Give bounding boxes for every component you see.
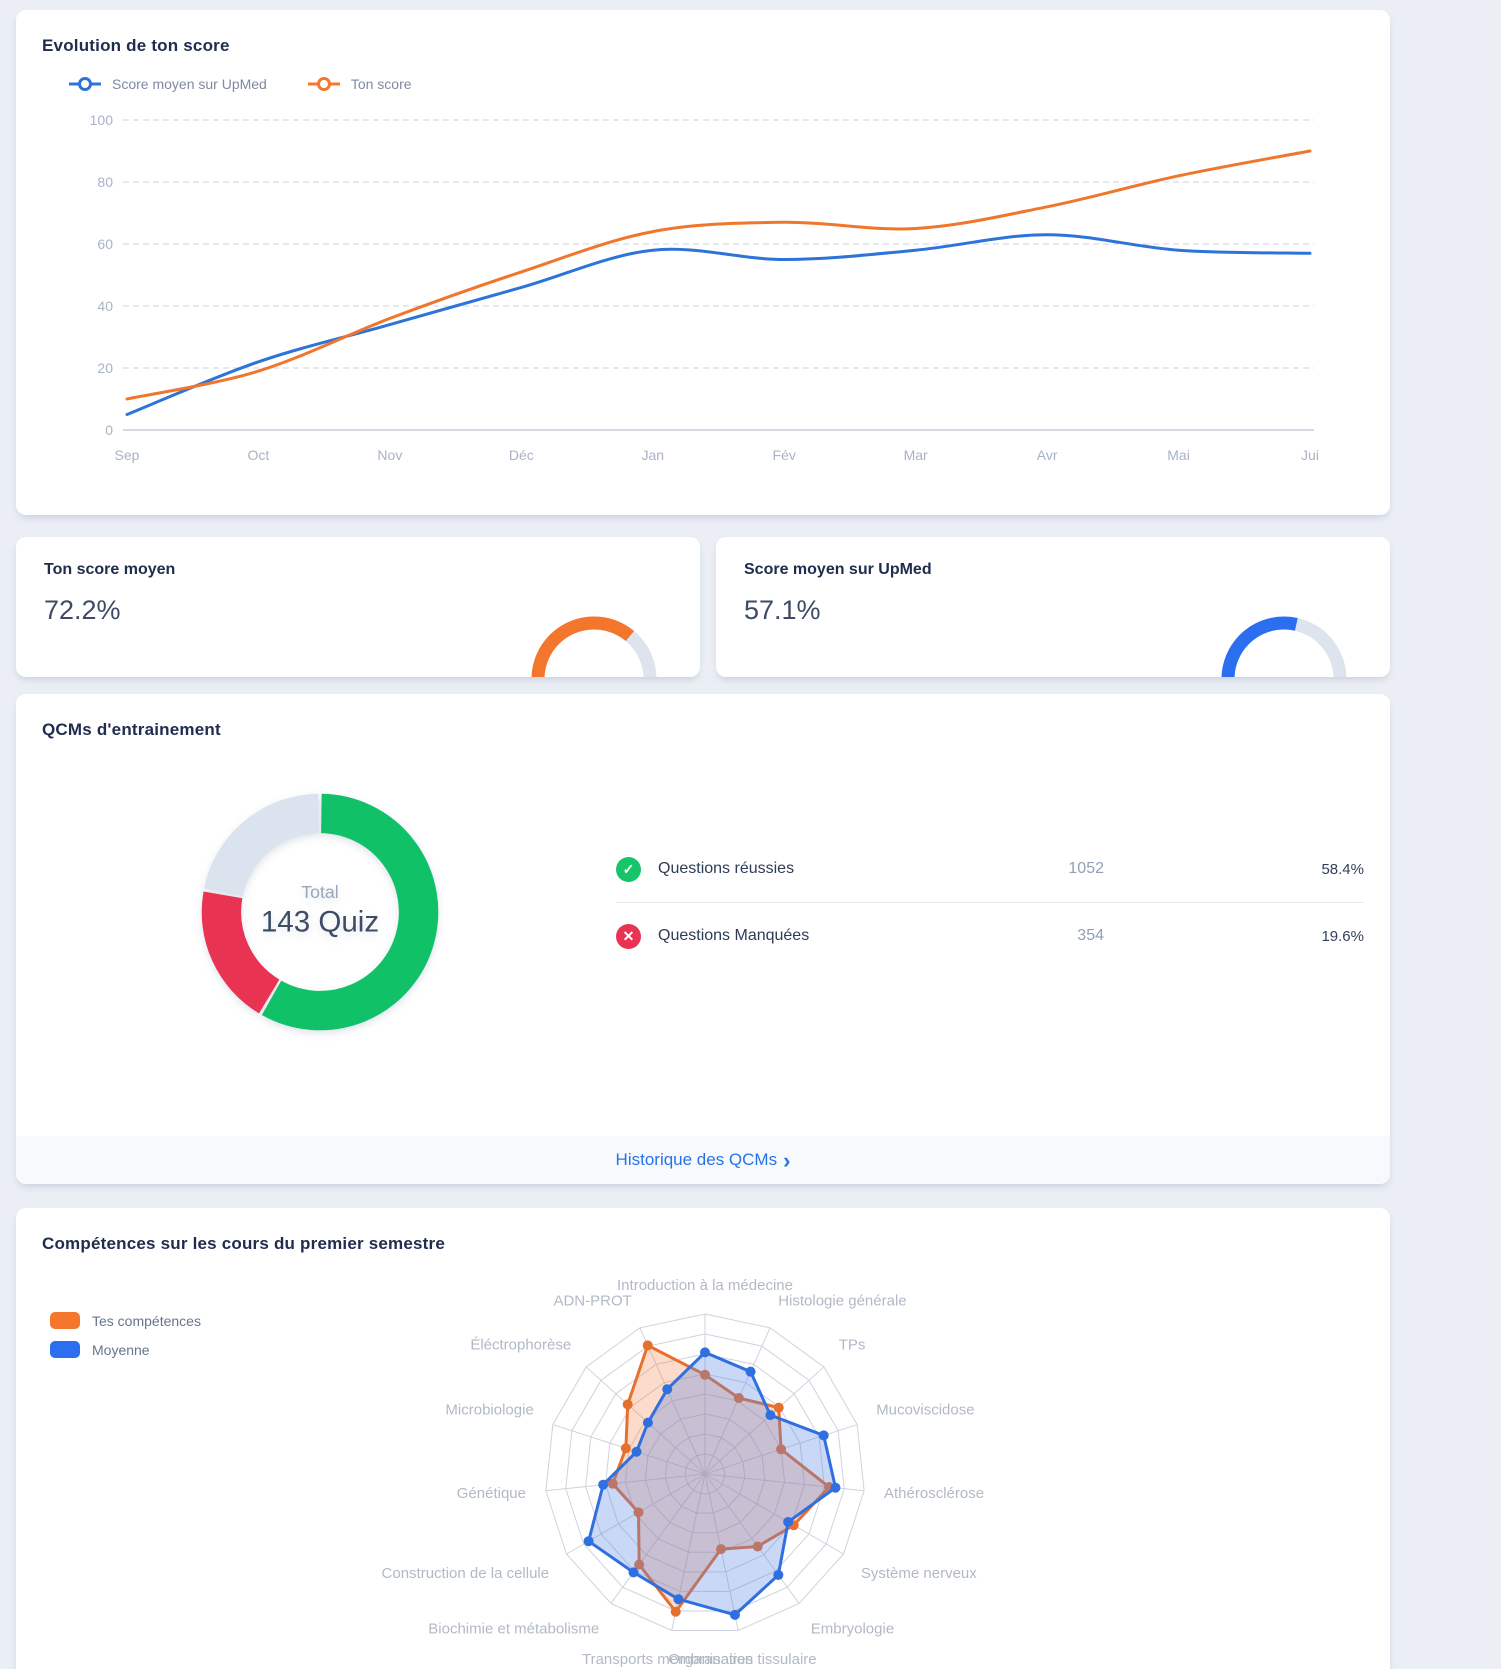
svg-text:Avr: Avr xyxy=(1037,447,1058,463)
ton-score-moyen-title: Ton score moyen xyxy=(44,561,176,578)
qcm-row-count: 354 xyxy=(1077,927,1104,944)
radar-legend: Tes compétences Moyenne xyxy=(50,1312,201,1358)
historique-qcms-label: Historique des QCMs xyxy=(615,1150,778,1169)
svg-text:Athérosclérose: Athérosclérose xyxy=(884,1485,984,1502)
score-evolution-line-chart[interactable]: 0 20 40 60 80 100 Sep Oct Nov Déc Jan Fév Mar Avr Mai J… xyxy=(42,98,1364,488)
ton-score-gauge xyxy=(531,616,657,677)
svg-text:Biochimie et métabolisme: Biochimie et métabolisme xyxy=(428,1621,599,1638)
cross-icon: ✕ xyxy=(616,923,641,949)
svg-text:Mar: Mar xyxy=(904,447,928,463)
svg-text:Organisation tissulaire: Organisation tissulaire xyxy=(668,1651,816,1668)
svg-text:100: 100 xyxy=(90,112,114,128)
svg-text:Système nerveux: Système nerveux xyxy=(861,1565,977,1582)
donut-center-label: Total xyxy=(301,882,338,902)
qcm-row-label: Questions réussies xyxy=(658,860,795,877)
qcm-entrainement-card: QCMs d'entrainement Total 143 Quiz ✓ Que… xyxy=(16,694,1390,1184)
legend-label: Moyenne xyxy=(92,1341,150,1358)
svg-text:Éléctrophorèse: Éléctrophorèse xyxy=(470,1337,571,1354)
quiz-donut-wrap: Total 143 Quiz xyxy=(182,774,458,1050)
legend-item-ton-score[interactable]: Ton score xyxy=(307,76,412,92)
svg-text:20: 20 xyxy=(97,360,113,376)
qcm-row-count: 1052 xyxy=(1068,860,1104,877)
row-divider xyxy=(616,902,1364,903)
svg-text:Jui: Jui xyxy=(1301,447,1319,463)
legend-item-moyenne[interactable]: Moyenne xyxy=(50,1341,201,1358)
svg-text:40: 40 xyxy=(97,298,113,314)
line-series-marker-orange-icon xyxy=(307,77,340,91)
legend-label: Tes compétences xyxy=(92,1312,201,1329)
quiz-donut-chart[interactable]: Total 143 Quiz xyxy=(182,774,458,1050)
ton-score-moyen-value: 72.2% xyxy=(44,595,121,625)
svg-text:0: 0 xyxy=(105,422,113,438)
svg-text:80: 80 xyxy=(97,174,113,190)
blue-swatch-icon xyxy=(50,1341,80,1358)
legend-label: Ton score xyxy=(350,76,412,92)
line-series-marker-blue-icon xyxy=(69,77,101,91)
svg-text:Nov: Nov xyxy=(377,447,402,463)
upmed-score-gauge xyxy=(1221,616,1347,677)
svg-text:TPs: TPs xyxy=(839,1337,866,1354)
chevron-right-icon: › xyxy=(783,1147,791,1173)
qcm-stats-list: ✓ Questions réussies 1052 58.4% ✕ Questi… xyxy=(616,836,1364,1050)
qcm-row-percent: 19.6% xyxy=(1321,927,1364,945)
svg-text:ADN-PROT: ADN-PROT xyxy=(553,1293,631,1310)
score-gauges-row: Ton score moyen 72.2% Score moyen sur Up… xyxy=(16,537,1390,677)
legend-item-tes-competences[interactable]: Tes compétences xyxy=(50,1312,201,1329)
orange-swatch-icon xyxy=(50,1312,80,1329)
historique-qcms-link[interactable]: Historique des QCMs › xyxy=(615,1147,791,1173)
svg-text:Oct: Oct xyxy=(248,447,270,463)
donut-center-value: 143 Quiz xyxy=(261,906,379,939)
ton-score-moyen-card: Ton score moyen 72.2% xyxy=(16,537,700,677)
qcm-card-title: QCMs d'entrainement xyxy=(42,720,221,739)
svg-text:Introduction à la médecine: Introduction à la médecine xyxy=(617,1277,793,1294)
svg-text:Microbiologie: Microbiologie xyxy=(445,1401,533,1418)
svg-text:Génétique: Génétique xyxy=(457,1485,526,1502)
score-moyen-upmed-value: 57.1% xyxy=(744,595,821,625)
svg-text:Sep: Sep xyxy=(115,447,140,463)
svg-text:Déc: Déc xyxy=(509,447,534,463)
qcm-row-label: Questions Manquées xyxy=(658,927,810,944)
svg-text:Mucoviscidose: Mucoviscidose xyxy=(876,1401,974,1418)
svg-text:Construction de la cellule: Construction de la cellule xyxy=(382,1565,550,1582)
svg-text:Mai: Mai xyxy=(1167,447,1190,463)
competences-title: Compétences sur les cours du premier sem… xyxy=(42,1234,445,1253)
score-moyen-upmed-title: Score moyen sur UpMed xyxy=(744,561,932,578)
qcm-card-footer: Historique des QCMs › xyxy=(16,1136,1390,1184)
check-icon: ✓ xyxy=(616,856,641,882)
svg-text:Jan: Jan xyxy=(641,447,664,463)
svg-text:Embryologie: Embryologie xyxy=(811,1621,894,1638)
svg-text:Fév: Fév xyxy=(773,447,796,463)
score-evolution-title: Evolution de ton score xyxy=(42,36,230,55)
competences-card: Compétences sur les cours du premier sem… xyxy=(16,1208,1390,1669)
svg-text:60: 60 xyxy=(97,236,113,252)
qcm-row-percent: 58.4% xyxy=(1321,860,1364,878)
svg-text:Transports membranaires: Transports membranaires xyxy=(582,1651,753,1668)
qcm-row-reussies: ✓ Questions réussies 1052 58.4% xyxy=(616,836,1364,902)
legend-label: Score moyen sur UpMed xyxy=(112,76,267,92)
score-evolution-card: Evolution de ton score Score moyen sur U… xyxy=(16,10,1390,515)
qcm-row-manquees: ✕ Questions Manquées 354 19.6% xyxy=(616,903,1364,969)
line-chart-legend: Score moyen sur UpMed Ton score xyxy=(68,76,1364,92)
svg-text:Histologie générale: Histologie générale xyxy=(778,1293,906,1310)
score-moyen-upmed-card: Score moyen sur UpMed 57.1% xyxy=(716,537,1390,677)
legend-item-score-moyen[interactable]: Score moyen sur UpMed xyxy=(68,76,267,92)
